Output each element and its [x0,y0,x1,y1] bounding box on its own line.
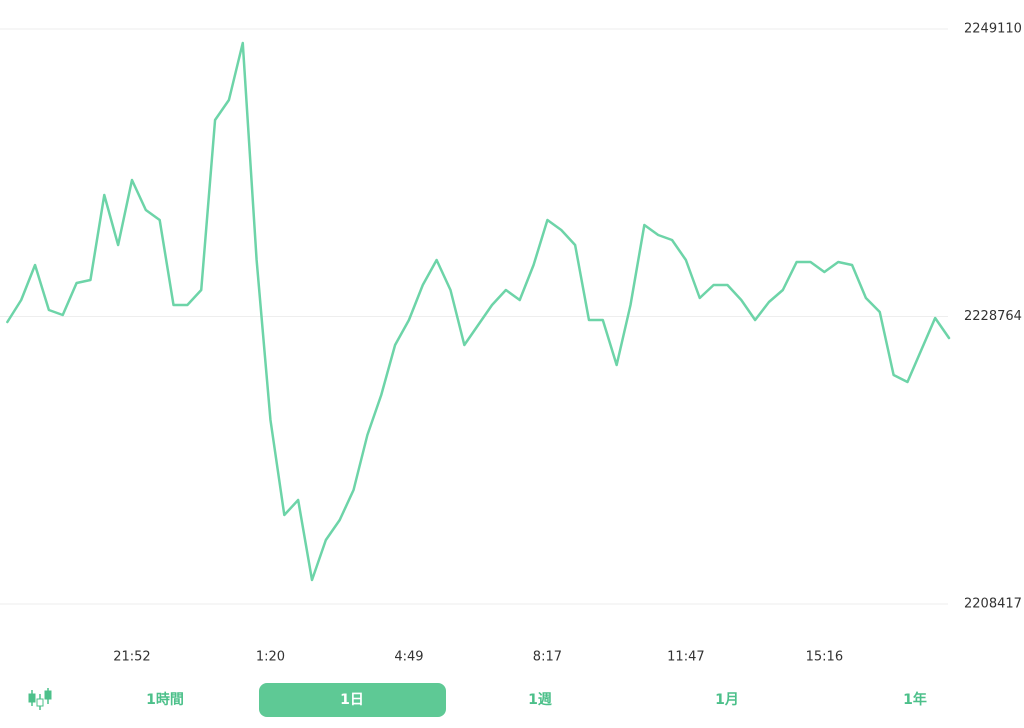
tab[interactable]: 1時間 [146,691,184,708]
x-tick-label: 8:17 [533,650,562,665]
candle-icon [28,688,52,710]
active-tab-bg [259,683,446,717]
tab[interactable]: 1年 [903,691,927,708]
x-tick-label: 21:52 [113,650,150,665]
y-tick-label: 2228764 [964,309,1022,324]
x-tick-label: 4:49 [394,650,423,665]
tab[interactable]: 1日 [340,692,364,708]
y-tick-label: 2208417 [964,597,1022,612]
tab[interactable]: 1月 [715,692,739,708]
x-tick-label: 15:16 [806,650,843,665]
tab[interactable]: 1週 [528,692,552,708]
y-tick-label: 2249110 [964,22,1022,37]
data-line [6,41,951,582]
x-tick-label: 11:47 [667,650,704,665]
x-tick-label: 1:20 [256,650,285,665]
